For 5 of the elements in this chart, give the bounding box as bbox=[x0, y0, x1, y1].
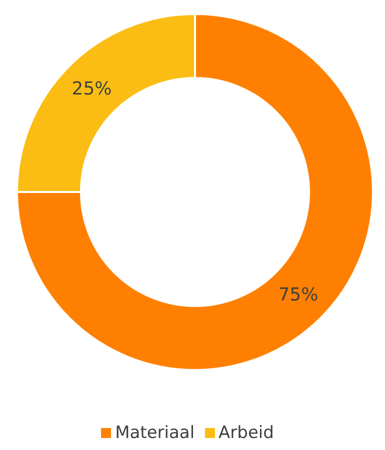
donut-slice bbox=[16, 13, 374, 371]
legend-label: Arbeid bbox=[218, 423, 274, 443]
legend-label: Materiaal bbox=[115, 423, 195, 443]
data-label: 25% bbox=[72, 78, 112, 100]
data-label: 75% bbox=[278, 284, 318, 306]
